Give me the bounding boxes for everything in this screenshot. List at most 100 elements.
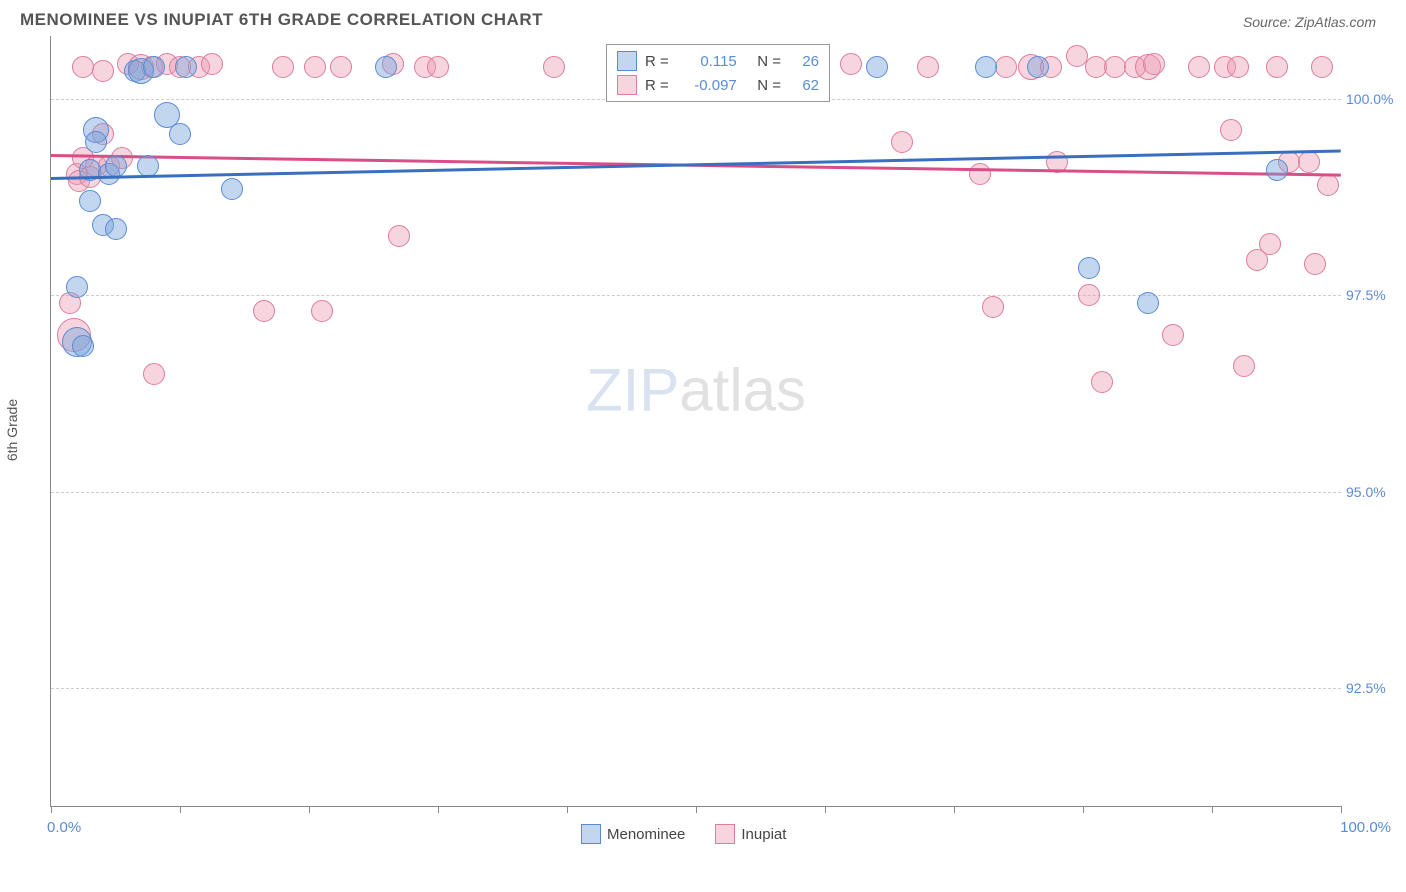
- correlation-legend: R = 0.115 N = 26 R = -0.097 N = 62: [606, 44, 830, 102]
- x-tick: [1083, 806, 1084, 813]
- x-tick: [309, 806, 310, 813]
- watermark-atlas: atlas: [679, 357, 806, 424]
- menominee-point: [975, 56, 997, 78]
- inupiat-point: [1078, 284, 1100, 306]
- inupiat-point: [891, 131, 913, 153]
- r-label: R =: [645, 53, 669, 70]
- inupiat-point: [840, 53, 862, 75]
- menominee-r-value: 0.115: [677, 53, 737, 70]
- inupiat-point: [1317, 174, 1339, 196]
- menominee-point: [137, 155, 159, 177]
- r-label: R =: [645, 77, 669, 94]
- inupiat-point: [143, 363, 165, 385]
- x-tick: [696, 806, 697, 813]
- inupiat-point: [92, 60, 114, 82]
- menominee-swatch-icon: [617, 51, 637, 71]
- inupiat-point: [543, 56, 565, 78]
- menominee-trendline: [51, 150, 1341, 180]
- menominee-n-value: 26: [789, 53, 819, 70]
- inupiat-point: [1259, 233, 1281, 255]
- watermark: ZIPatlas: [586, 356, 806, 425]
- watermark-zip: ZIP: [586, 357, 679, 424]
- x-tick: [180, 806, 181, 813]
- inupiat-point: [330, 56, 352, 78]
- inupiat-point: [995, 56, 1017, 78]
- inupiat-n-value: 62: [789, 77, 819, 94]
- inupiat-point: [388, 225, 410, 247]
- menominee-legend-swatch-icon: [581, 824, 601, 844]
- series-legend: Menominee Inupiat: [581, 824, 786, 844]
- legend-item-inupiat: Inupiat: [715, 824, 786, 844]
- inupiat-point: [201, 53, 223, 75]
- x-tick: [1212, 806, 1213, 813]
- menominee-point: [72, 335, 94, 357]
- inupiat-point: [1188, 56, 1210, 78]
- inupiat-r-value: -0.097: [677, 77, 737, 94]
- inupiat-point: [1227, 56, 1249, 78]
- n-label: N =: [745, 77, 781, 94]
- x-tick: [825, 806, 826, 813]
- plot-area: ZIPatlas 92.5%95.0%97.5%100.0%0.0%100.0%…: [50, 36, 1341, 807]
- menominee-point: [1027, 56, 1049, 78]
- gridline-h: [51, 688, 1341, 689]
- inupiat-point: [1220, 119, 1242, 141]
- menominee-point: [169, 123, 191, 145]
- source-label: Source: ZipAtlas.com: [1243, 14, 1376, 30]
- y-tick-label: 92.5%: [1346, 680, 1401, 696]
- menominee-point: [221, 178, 243, 200]
- n-label: N =: [745, 53, 781, 70]
- x-tick: [438, 806, 439, 813]
- menominee-point: [375, 56, 397, 78]
- inupiat-point: [311, 300, 333, 322]
- inupiat-point: [982, 296, 1004, 318]
- y-tick-label: 100.0%: [1346, 91, 1401, 107]
- inupiat-point: [1066, 45, 1088, 67]
- menominee-legend-label: Menominee: [607, 826, 685, 843]
- menominee-point: [143, 56, 165, 78]
- inupiat-point: [304, 56, 326, 78]
- menominee-point: [866, 56, 888, 78]
- inupiat-point: [1304, 253, 1326, 275]
- x-axis-max-label: 100.0%: [1340, 819, 1391, 836]
- inupiat-point: [1091, 371, 1113, 393]
- inupiat-point: [917, 56, 939, 78]
- x-tick: [567, 806, 568, 813]
- inupiat-point: [253, 300, 275, 322]
- menominee-point: [1266, 159, 1288, 181]
- menominee-point: [105, 218, 127, 240]
- chart-header: MENOMINEE VS INUPIAT 6TH GRADE CORRELATI…: [0, 0, 1406, 36]
- inupiat-legend-label: Inupiat: [741, 826, 786, 843]
- menominee-point: [66, 276, 88, 298]
- x-tick: [954, 806, 955, 813]
- x-tick: [51, 806, 52, 813]
- inupiat-point: [1233, 355, 1255, 377]
- menominee-point: [1137, 292, 1159, 314]
- menominee-point: [105, 155, 127, 177]
- gridline-h: [51, 492, 1341, 493]
- menominee-point: [1078, 257, 1100, 279]
- menominee-point: [79, 190, 101, 212]
- inupiat-point: [1143, 53, 1165, 75]
- inupiat-point: [1298, 151, 1320, 173]
- inupiat-swatch-icon: [617, 75, 637, 95]
- inupiat-point: [1162, 324, 1184, 346]
- inupiat-legend-swatch-icon: [715, 824, 735, 844]
- legend-item-menominee: Menominee: [581, 824, 685, 844]
- inupiat-point: [427, 56, 449, 78]
- inupiat-point: [969, 163, 991, 185]
- x-tick: [1341, 806, 1342, 813]
- inupiat-point: [1311, 56, 1333, 78]
- corr-row-inupiat: R = -0.097 N = 62: [617, 73, 819, 97]
- chart-title: MENOMINEE VS INUPIAT 6TH GRADE CORRELATI…: [20, 10, 543, 30]
- inupiat-point: [272, 56, 294, 78]
- x-axis-min-label: 0.0%: [47, 819, 81, 836]
- corr-row-menominee: R = 0.115 N = 26: [617, 49, 819, 73]
- y-tick-label: 97.5%: [1346, 287, 1401, 303]
- chart-wrap: 6th Grade ZIPatlas 92.5%95.0%97.5%100.0%…: [40, 36, 1406, 807]
- y-axis-label: 6th Grade: [4, 398, 20, 460]
- menominee-point: [85, 131, 107, 153]
- inupiat-point: [1266, 56, 1288, 78]
- inupiat-point: [72, 56, 94, 78]
- y-tick-label: 95.0%: [1346, 484, 1401, 500]
- menominee-point: [175, 56, 197, 78]
